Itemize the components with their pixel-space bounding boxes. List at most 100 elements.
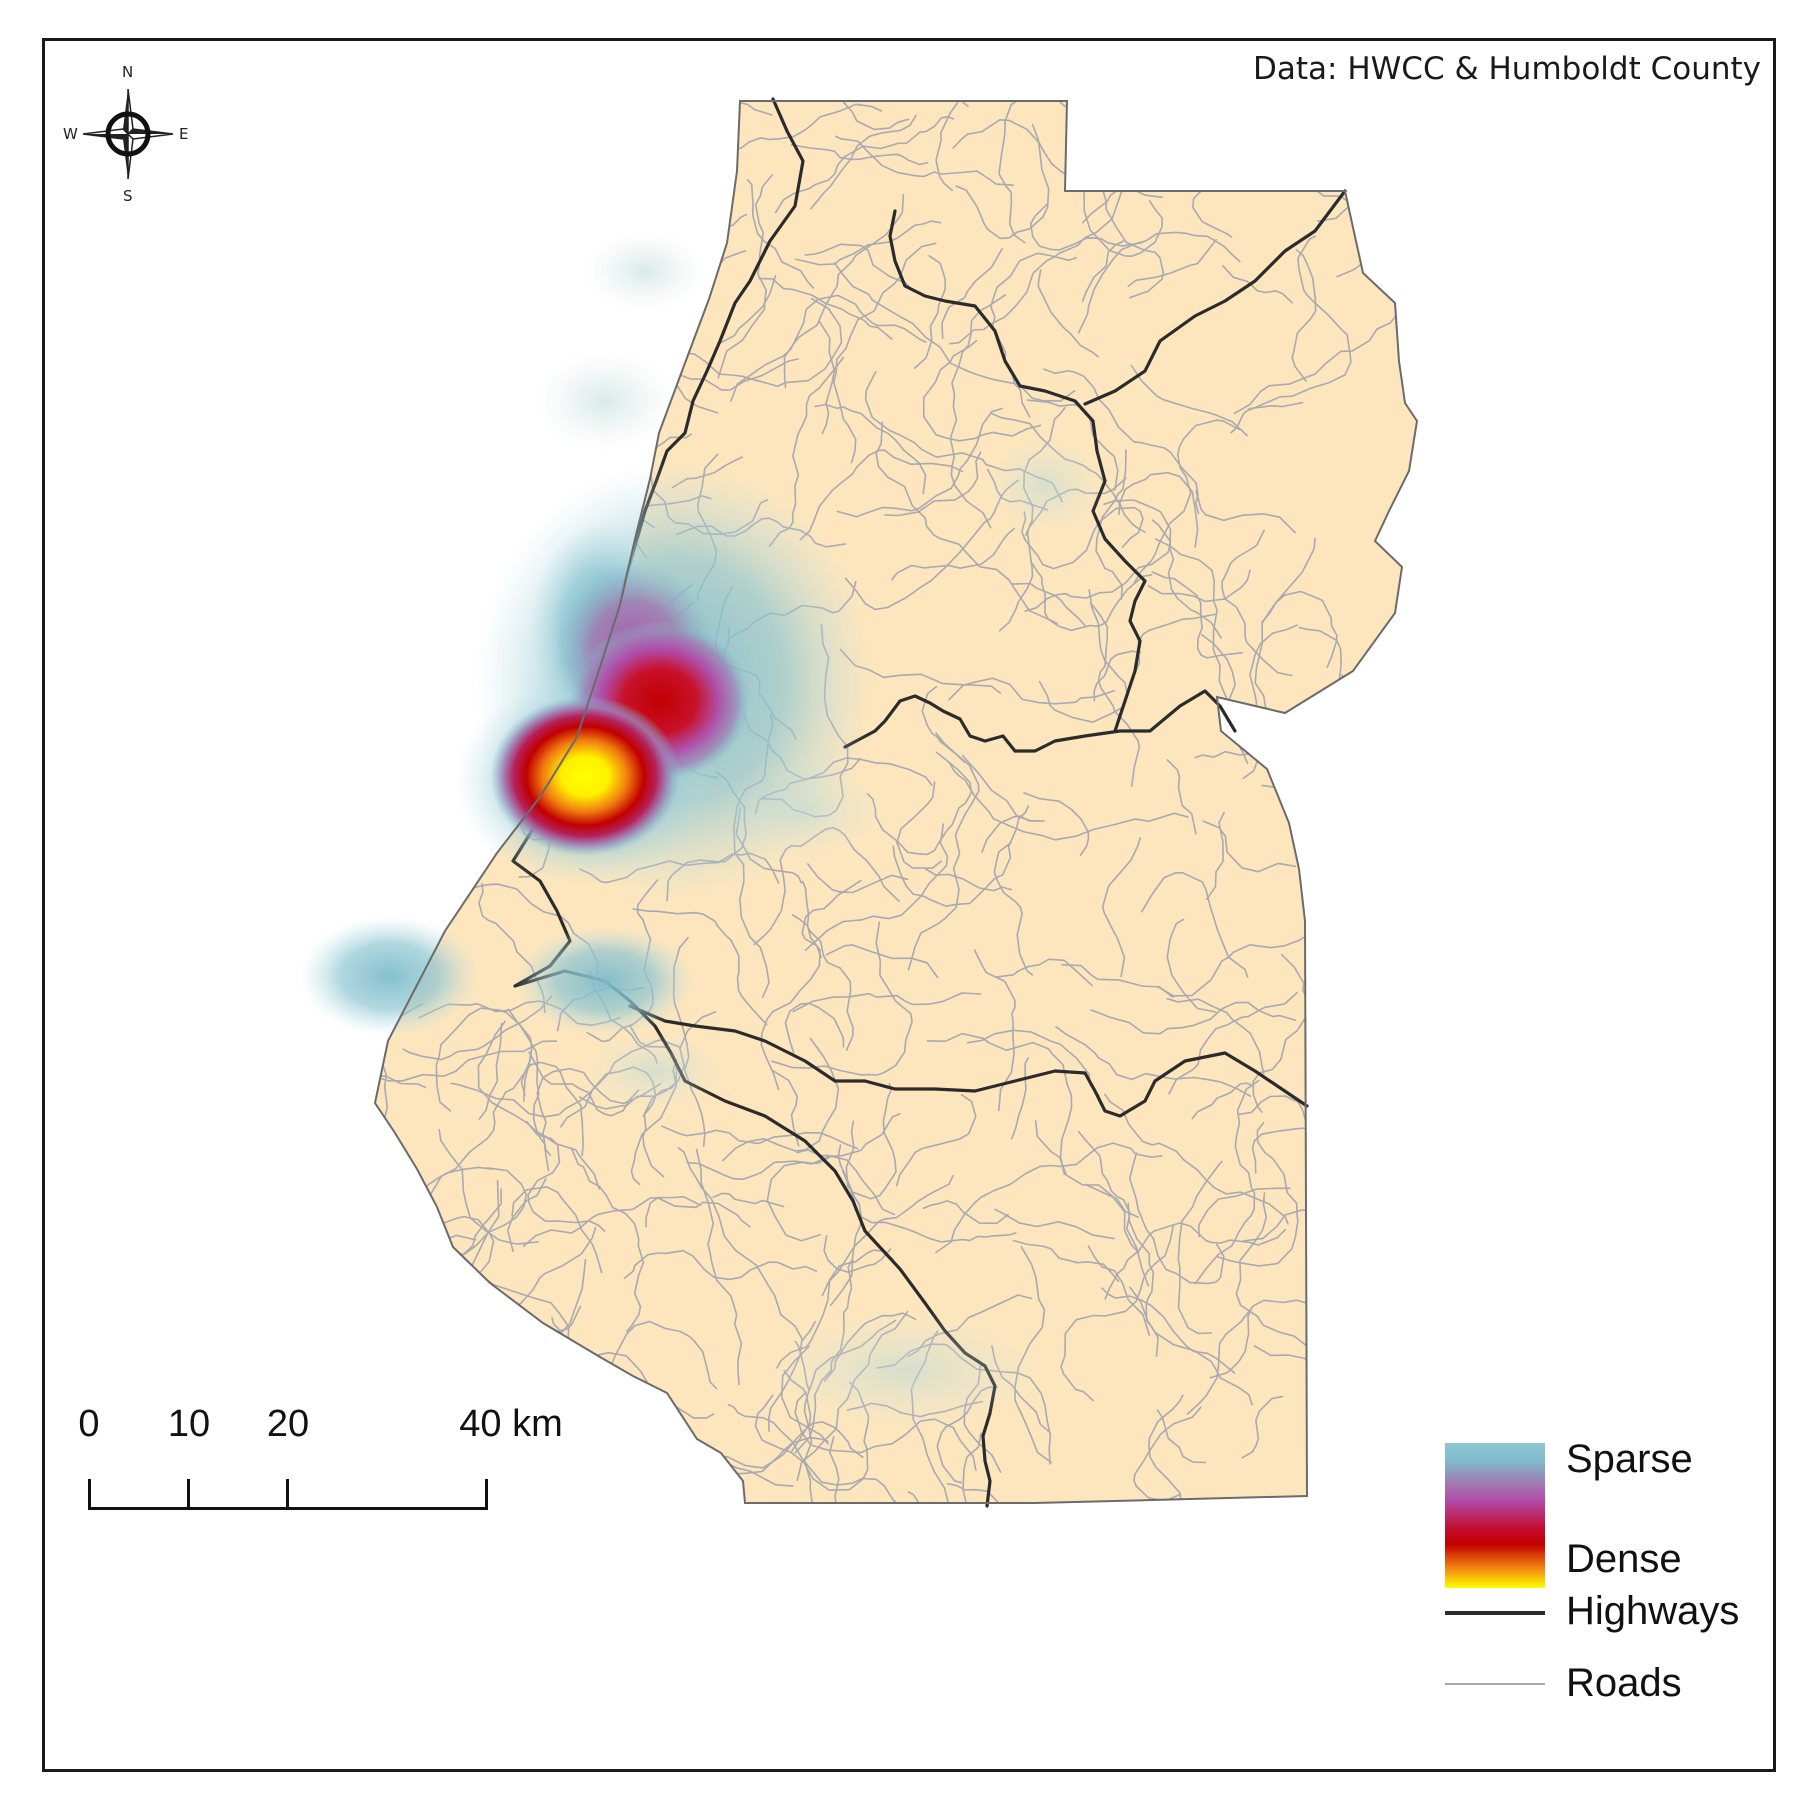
road-segment [1230,401,1304,434]
road-segment [375,218,436,243]
road-segment [1127,239,1217,287]
road-segment [1148,1394,1184,1503]
road-segment [526,1120,606,1232]
road-segment [1166,759,1197,835]
road-segment [884,451,982,517]
road-segment [375,507,454,582]
road-segment [385,184,540,233]
road-segment [1127,1202,1159,1357]
road-segment [375,698,440,780]
road-segment [774,116,955,214]
road-segment [810,114,917,210]
road-segment [924,868,1013,892]
road-segment [1191,1082,1255,1120]
road-segment [1101,1287,1236,1374]
road-segment [1080,178,1163,257]
road-segment [825,944,939,979]
road-segment [804,243,913,291]
road-segment [375,1226,415,1274]
road-segment [1104,1222,1287,1300]
road-segment [437,1215,495,1273]
road-segment [994,1208,1115,1240]
road-segment [532,101,635,112]
road-segment [771,921,913,1076]
road-segment [1133,1406,1202,1502]
road-segment [1104,1093,1289,1225]
road-segment [375,800,458,879]
road-segment [913,255,947,369]
road-segment [993,842,1034,976]
road-segment [1077,231,1241,334]
road-segment [760,880,821,1091]
road-segment [955,124,1050,240]
road-segment [1090,1001,1296,1035]
road-segment [823,1235,892,1273]
south-label: S [123,187,133,205]
scale-tick [88,1479,91,1510]
road-segment [375,1499,409,1503]
scale-bar: 0 10 20 40 km [78,1403,563,1523]
road-segment [375,248,421,317]
road-segment [1209,1306,1253,1379]
highway-299 [843,689,1237,753]
road-segment [814,403,927,495]
road-segment [799,449,964,541]
road-segment [671,101,773,116]
road-segment [989,252,1077,418]
road-segment [790,144,929,166]
road-segment [833,262,1076,402]
road-segment [926,1032,1073,1176]
legend-road-swatch [1445,1683,1545,1685]
road-segment [1133,419,1240,584]
road-segment [926,101,969,107]
road-segment [391,155,491,269]
road-segment [1093,650,1142,702]
legend: Sparse Dense Highways Roads [1445,1437,1765,1743]
legend-highway-swatch [1445,1611,1545,1615]
county-boundary [373,100,1419,1504]
legend-roads-label: Roads [1566,1661,1682,1705]
road-segment [935,1142,1163,1254]
road-segment [717,274,777,345]
road-segment [1043,368,1200,515]
heat-dense-eureka [490,696,680,856]
road-segment [469,117,562,335]
road-segment [1024,499,1172,612]
road-segment [523,1197,751,1247]
scale-label-40: 40 km [459,1403,563,1445]
road-segment [1151,519,1222,639]
road-segment [845,1082,897,1200]
road-segment [717,174,773,379]
road-segment [830,1144,863,1306]
road-segment [375,1074,427,1148]
road-segment [623,1249,818,1281]
road-segment [922,1200,1009,1225]
scale-label-20: 20 [266,1403,310,1445]
heat-sparse-fortuna [515,926,695,1036]
road-segment [1029,203,1144,251]
road-segment [402,995,553,1061]
road-segment [1261,590,1338,668]
road-segment [807,863,909,894]
road-segment [1202,820,1297,873]
road-segment [1010,1057,1030,1140]
road-segment [1291,249,1317,382]
road-segment [730,294,927,402]
road-segment [755,297,843,387]
road-segment [375,847,459,923]
road-segment [922,339,1042,442]
east-label: E [179,125,189,143]
road-segment [715,101,910,131]
road-segment [746,179,815,289]
road-segment [375,438,474,497]
road-segment [935,751,1189,841]
road-segment [1140,872,1249,978]
data-credit: Data: HWCC & Humboldt County [1253,51,1761,87]
road-segment [784,1002,845,1054]
road-segment [661,1125,859,1150]
road-segment [892,805,1030,907]
road-segment [934,1432,982,1503]
road-segment [404,260,518,287]
road-segment [941,248,1003,340]
road-segment [804,823,949,951]
